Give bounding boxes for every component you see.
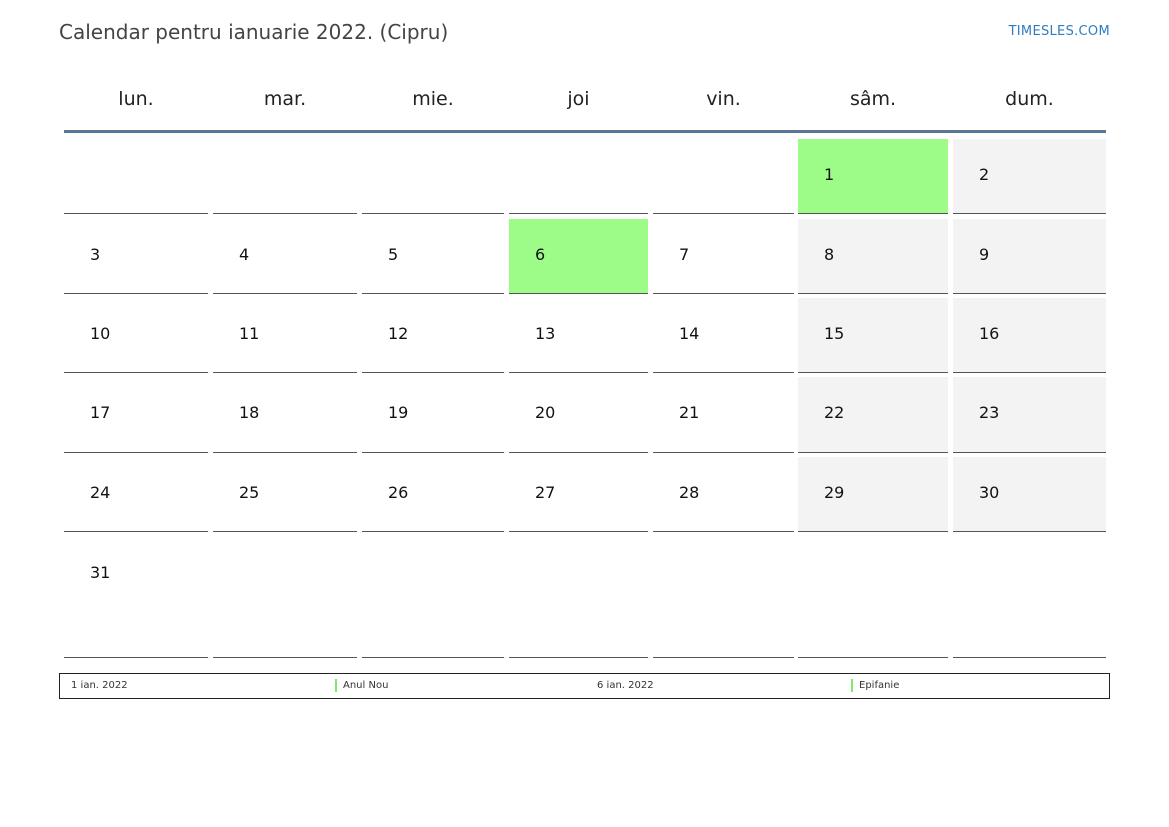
holiday-legend: 1 ian. 2022 Anul Nou 6 ian. 2022 Epifani… — [59, 673, 1110, 699]
day-cell: 29 — [798, 457, 948, 532]
weekday-header: lun. — [118, 88, 154, 110]
day-number: 17 — [90, 403, 111, 422]
day-cell: 17 — [64, 377, 208, 453]
day-cell — [509, 139, 648, 214]
day-number: 22 — [824, 403, 845, 422]
day-cell — [362, 139, 504, 214]
day-number: 8 — [824, 245, 835, 264]
day-cell: 23 — [953, 377, 1106, 453]
header-divider — [64, 130, 1106, 133]
day-number: 13 — [535, 324, 556, 343]
day-cell: 14 — [653, 298, 794, 373]
day-cell: 21 — [653, 377, 794, 453]
day-number: 15 — [824, 324, 845, 343]
day-number: 23 — [979, 403, 1000, 422]
day-number: 19 — [388, 403, 409, 422]
day-number: 1 — [824, 165, 835, 184]
holiday-day-cell: 6 — [509, 219, 648, 294]
day-number: 29 — [824, 483, 845, 502]
legend-date-1: 1 ian. 2022 — [71, 680, 128, 691]
legend-name-2: Epifanie — [859, 680, 900, 691]
day-cell — [953, 537, 1106, 658]
day-cell: 20 — [509, 377, 648, 453]
day-cell — [64, 139, 208, 214]
day-number: 11 — [239, 324, 260, 343]
holiday-day-cell: 1 — [798, 139, 948, 214]
day-cell: 2 — [953, 139, 1106, 214]
weekday-header: sâm. — [849, 88, 897, 110]
day-cell: 8 — [798, 219, 948, 294]
day-number: 9 — [979, 245, 990, 264]
legend-name-1: Anul Nou — [343, 680, 389, 691]
day-number: 7 — [679, 245, 690, 264]
day-cell: 18 — [213, 377, 357, 453]
weekday-header: joi — [567, 88, 590, 110]
day-number: 18 — [239, 403, 260, 422]
day-number: 5 — [388, 245, 399, 264]
day-number: 4 — [239, 245, 250, 264]
day-cell: 19 — [362, 377, 504, 453]
day-cell: 13 — [509, 298, 648, 373]
day-cell: 15 — [798, 298, 948, 373]
day-number: 31 — [90, 563, 111, 582]
day-number: 10 — [90, 324, 111, 343]
day-cell: 28 — [653, 457, 794, 532]
day-number: 26 — [388, 483, 409, 502]
day-cell — [798, 537, 948, 658]
day-number: 30 — [979, 483, 1000, 502]
day-cell: 3 — [64, 219, 208, 294]
day-cell — [213, 537, 357, 658]
day-cell: 4 — [213, 219, 357, 294]
day-cell — [653, 537, 794, 658]
day-cell: 16 — [953, 298, 1106, 373]
day-cell: 12 — [362, 298, 504, 373]
weekday-header: mar. — [263, 88, 307, 110]
site-link[interactable]: TIMESLES.COM — [1008, 24, 1110, 39]
weekday-header: vin. — [706, 88, 741, 110]
day-number: 2 — [979, 165, 990, 184]
day-cell: 26 — [362, 457, 504, 532]
day-number: 25 — [239, 483, 260, 502]
legend-date-2: 6 ian. 2022 — [597, 680, 654, 691]
calendar-grid: lun. mar. mie. joi vin. sâm. dum. 1 2 3 4 5 6 7 8 9 10 11… — [64, 0, 1106, 670]
day-cell: 7 — [653, 219, 794, 294]
day-cell: 5 — [362, 219, 504, 294]
day-number: 14 — [679, 324, 700, 343]
day-cell: 27 — [509, 457, 648, 532]
day-cell: 10 — [64, 298, 208, 373]
weekday-header: dum. — [1005, 88, 1054, 110]
legend-marker-1 — [335, 679, 337, 692]
day-cell: 25 — [213, 457, 357, 532]
day-cell: 9 — [953, 219, 1106, 294]
day-cell — [213, 139, 357, 214]
page-title: Calendar pentru ianuarie 2022. (Cipru) — [59, 20, 449, 44]
day-number: 6 — [535, 245, 546, 264]
day-number: 28 — [679, 483, 700, 502]
legend-marker-2 — [851, 679, 853, 692]
day-cell — [653, 139, 794, 214]
day-cell: 30 — [953, 457, 1106, 532]
day-cell: 24 — [64, 457, 208, 532]
day-number: 12 — [388, 324, 409, 343]
day-cell: 22 — [798, 377, 948, 453]
day-number: 16 — [979, 324, 1000, 343]
day-number: 27 — [535, 483, 556, 502]
day-cell: 31 — [64, 537, 208, 658]
day-number: 24 — [90, 483, 111, 502]
day-number: 21 — [679, 403, 700, 422]
day-number: 3 — [90, 245, 101, 264]
day-number: 20 — [535, 403, 556, 422]
weekday-header: mie. — [412, 88, 454, 110]
day-cell — [362, 537, 504, 658]
day-cell: 11 — [213, 298, 357, 373]
day-cell — [509, 537, 648, 658]
